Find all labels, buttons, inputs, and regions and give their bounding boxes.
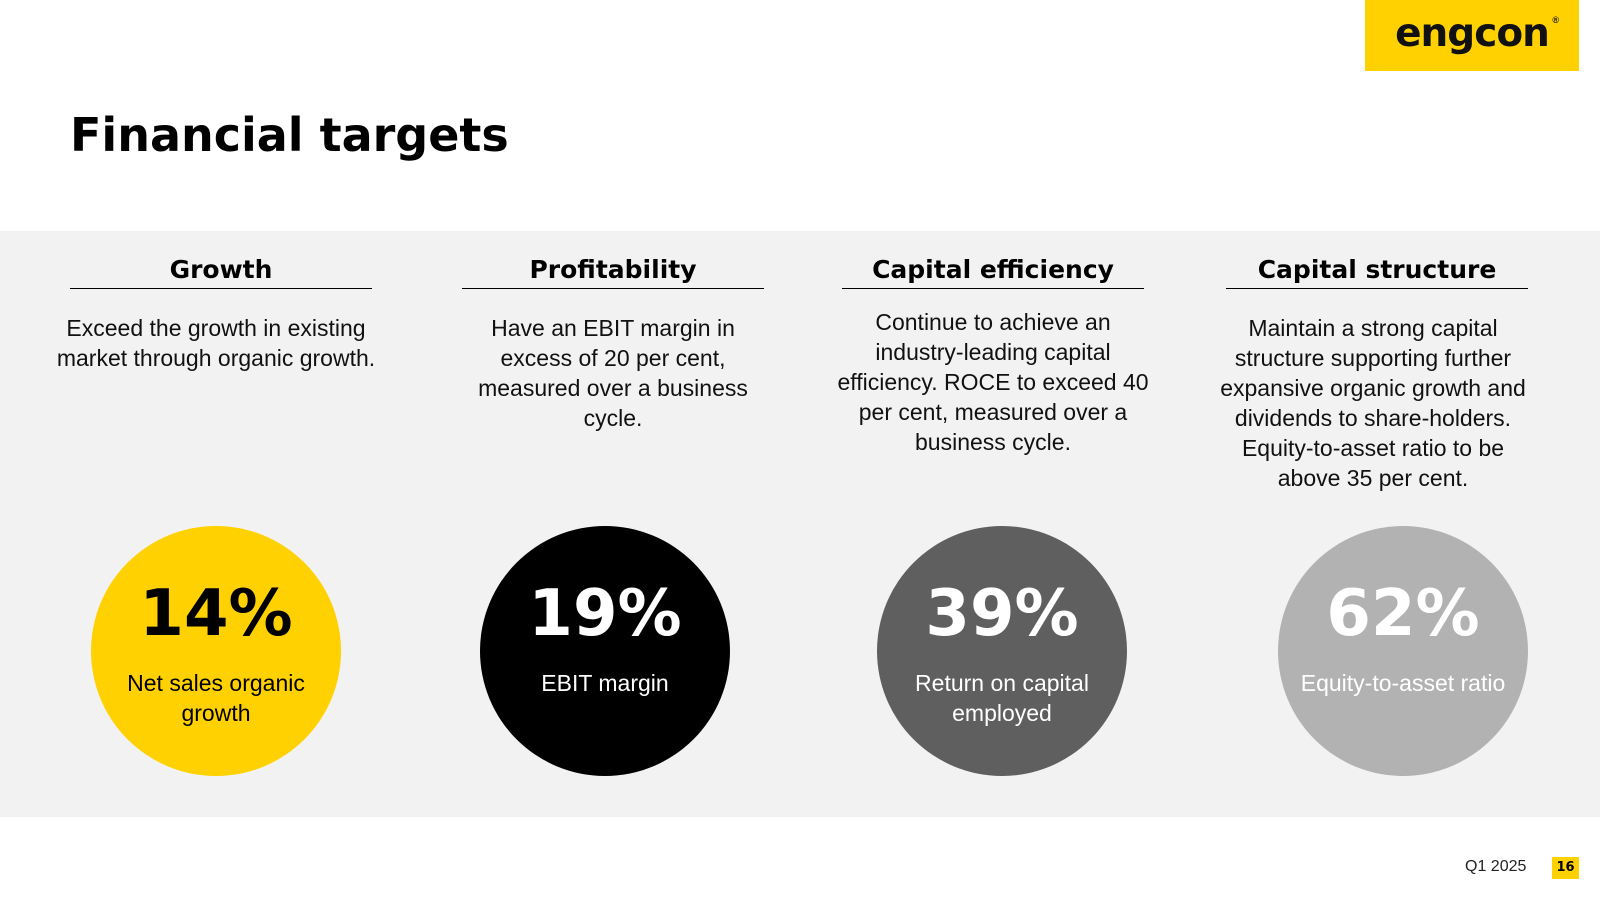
targets-band: Growth Exceed the growth in existing mar… — [0, 231, 1600, 817]
target-label: Equity-to-asset ratio — [1300, 670, 1506, 696]
target-value: 62% — [1326, 577, 1480, 651]
page-title: Financial targets — [70, 108, 509, 162]
target-circle: 14% Net sales organic growth — [91, 526, 341, 776]
target-circle: 19% EBIT margin — [480, 526, 730, 776]
target-value: 19% — [528, 577, 682, 651]
target-circle: 62% Equity-to-asset ratio — [1278, 526, 1528, 776]
target-heading: Capital structure — [1226, 251, 1528, 289]
target-label: Return on capital employed — [915, 670, 1089, 726]
target-description: Have an EBIT margin in excess of 20 per … — [478, 315, 748, 431]
page-number: 16 — [1552, 857, 1579, 879]
target-heading: Capital efficiency — [842, 251, 1144, 289]
target-label: Net sales organic growth — [127, 670, 305, 726]
target-value: 14% — [139, 577, 293, 651]
target-description: Maintain a strong capital structure supp… — [1220, 315, 1526, 491]
target-label: EBIT margin — [541, 670, 669, 696]
target-heading: Growth — [70, 251, 372, 289]
logo-text: engcon — [1395, 11, 1550, 56]
target-circle: 39% Return on capital employed — [877, 526, 1127, 776]
engcon-logo: engcon ® — [1365, 0, 1579, 71]
target-description: Exceed the growth in existing market thr… — [56, 315, 376, 371]
report-period: Q1 2025 — [1465, 858, 1527, 875]
target-heading: Profitability — [462, 251, 764, 289]
target-value: 39% — [925, 577, 1079, 651]
registered-mark: ® — [1552, 15, 1559, 25]
target-description: Continue to achieve an industry-leading … — [837, 309, 1149, 455]
